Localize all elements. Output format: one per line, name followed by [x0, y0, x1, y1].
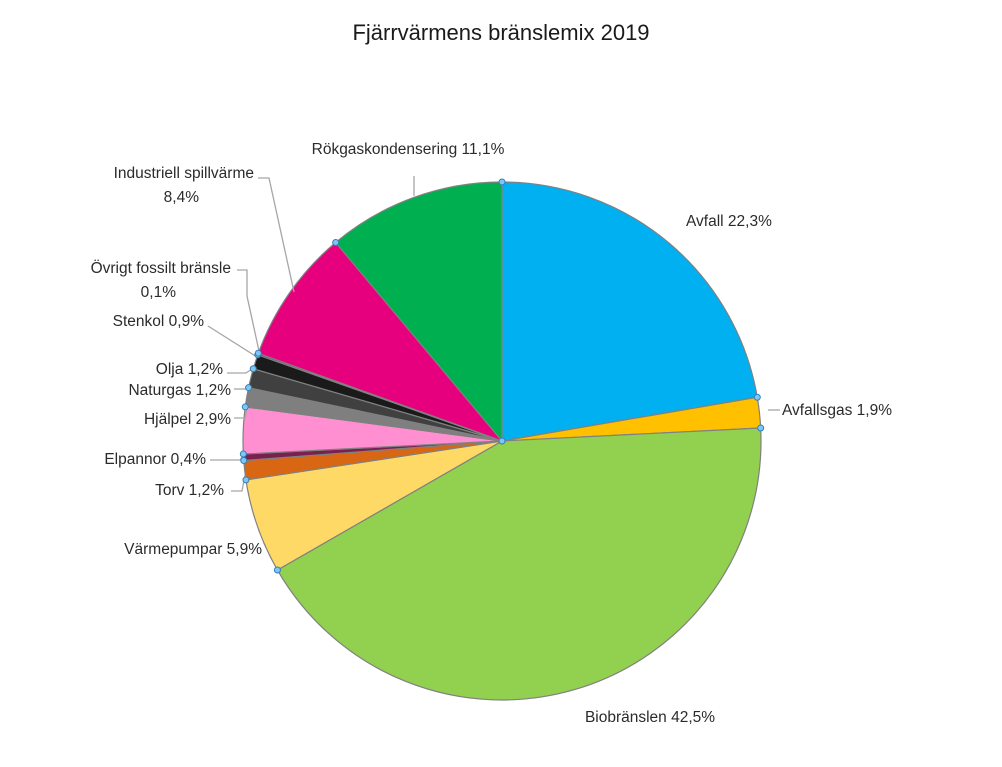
selection-handle[interactable]	[249, 365, 257, 373]
data-label: Olja 1,2%	[156, 361, 223, 378]
selection-handle[interactable]	[245, 384, 253, 392]
data-labels: Avfall 22,3% Avfallsgas 1,9% Biobränslen 4…	[91, 141, 893, 726]
selection-handle[interactable]	[242, 476, 250, 484]
data-label: Naturgas 1,2%	[128, 382, 231, 399]
selection-handle[interactable]	[254, 349, 262, 357]
selection-handle[interactable]	[332, 238, 340, 246]
chart-title: Fjärrvärmens bränslemix 2019	[352, 20, 650, 45]
pie-slice-avfall[interactable]	[501, 181, 758, 442]
data-label: Torv 1,2%	[155, 482, 224, 499]
pie-slice-rökgaskondensering[interactable]	[335, 181, 503, 442]
leader-line	[231, 474, 246, 492]
pie-slice-biobränslen[interactable]	[276, 427, 762, 701]
data-label: Biobränslen 42,5%	[585, 709, 715, 726]
leader-line	[258, 177, 295, 293]
leader-line	[227, 368, 253, 374]
data-label: Hjälpel 2,9%	[144, 411, 231, 428]
pie-slices	[242, 181, 762, 701]
data-label: Stenkol 0,9%	[113, 313, 205, 330]
leader-line	[210, 453, 245, 461]
selection-handle[interactable]	[239, 450, 247, 458]
pie-slice-industriell-spillvärme[interactable]	[257, 241, 503, 442]
data-label: Industriell spillvärme 8,4%	[114, 165, 254, 206]
data-label: Avfallsgas 1,9%	[782, 402, 892, 419]
leader-lines	[207, 176, 780, 492]
selection-handle[interactable]	[241, 403, 249, 411]
data-label: Avfall 22,3%	[686, 213, 772, 230]
selection-handles	[239, 178, 765, 574]
selection-handle[interactable]	[273, 566, 281, 574]
selection-handle[interactable]	[498, 437, 506, 445]
leader-line	[207, 325, 258, 358]
data-label: Övrigt fossilt bränsle 0,1%	[91, 259, 231, 301]
data-label: Värmepumpar 5,9%	[124, 541, 262, 558]
selection-handle[interactable]	[240, 457, 248, 465]
selection-handle[interactable]	[498, 178, 506, 186]
data-label: Rökgaskondensering 11,1%	[312, 141, 505, 158]
selection-handle[interactable]	[753, 393, 761, 401]
leader-line	[237, 269, 260, 352]
data-label: Elpannor 0,4%	[104, 451, 206, 468]
leader-line	[234, 407, 248, 419]
selection-handle[interactable]	[757, 424, 765, 432]
